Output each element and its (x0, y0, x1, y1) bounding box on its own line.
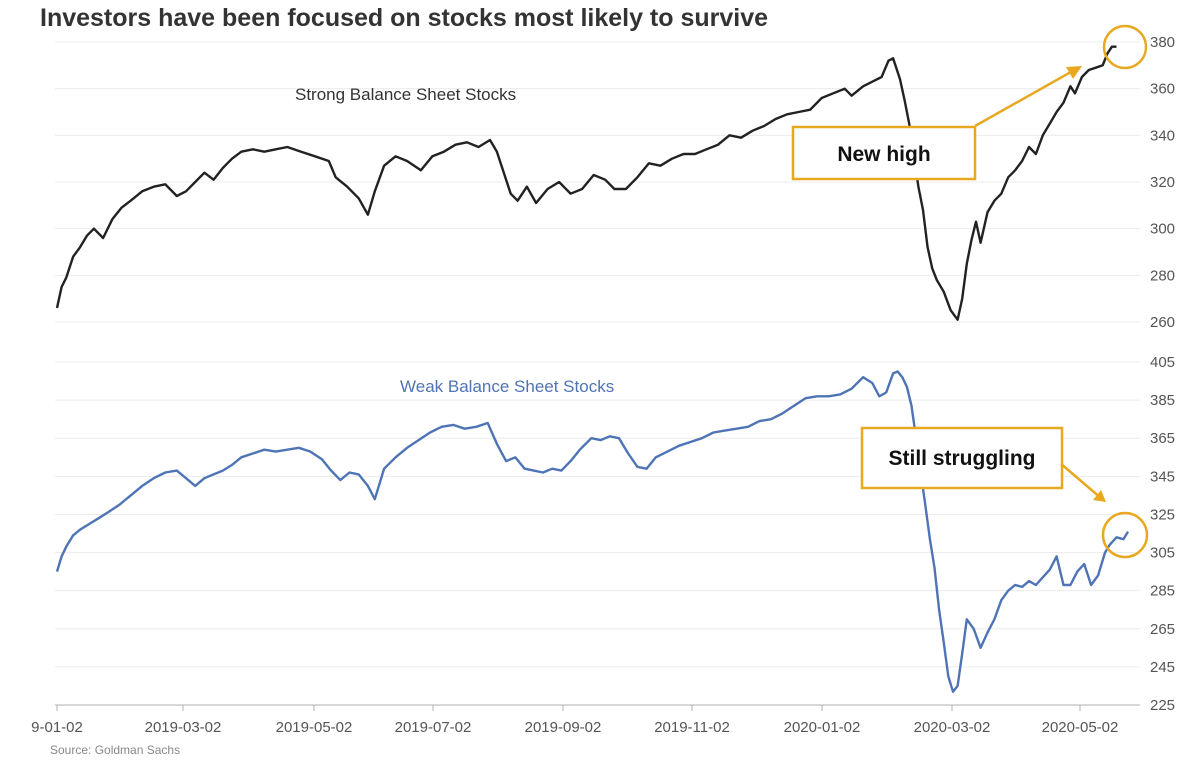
y-ticks-bottom: 225 245 265 285 305 325 345 365 385 405 (1150, 354, 1175, 714)
new-high-arrow (974, 66, 1079, 128)
y-tick-label: 365 (1150, 430, 1175, 447)
y-ticks-top: 260 280 300 320 340 360 380 (1150, 34, 1175, 331)
x-ticks: 9-01-02 2019-03-02 2019-05-02 2019-07-02 201… (31, 705, 1118, 736)
still-struggling-callout: Still struggling (860, 426, 1149, 559)
still-struggling-arrowhead (1093, 490, 1106, 502)
y-tick-label: 380 (1150, 34, 1175, 51)
new-high-arrowhead (1066, 66, 1082, 79)
new-high-circle (1102, 24, 1148, 70)
weak-series-label: Weak Balance Sheet Stocks (400, 377, 614, 396)
x-tick-label: 2019-03-02 (145, 719, 222, 736)
x-tick-label: 2019-05-02 (276, 719, 353, 736)
y-tick-label: 305 (1150, 545, 1175, 562)
strong-series-label: Strong Balance Sheet Stocks (295, 85, 516, 104)
x-tick-label: 9-01-02 (31, 719, 83, 736)
y-tick-label: 285 (1150, 583, 1175, 600)
new-high-callout: New high (791, 24, 1148, 181)
y-tick-label: 225 (1150, 697, 1175, 714)
grid-bottom (55, 361, 1140, 706)
y-tick-label: 325 (1150, 506, 1175, 523)
y-tick-label: 345 (1150, 468, 1175, 485)
x-tick-label: 2019-07-02 (395, 719, 472, 736)
still-struggling-circle (1101, 511, 1149, 559)
y-tick-label: 300 (1150, 221, 1175, 238)
x-tick-label: 2020-01-02 (784, 719, 861, 736)
y-tick-label: 320 (1150, 174, 1175, 191)
weak-series-line (55, 370, 1130, 693)
strong-series-line (55, 45, 1117, 321)
still-struggling-arrow (1059, 462, 1103, 500)
y-tick-label: 385 (1150, 392, 1175, 409)
still-struggling-box (860, 426, 1064, 490)
x-tick-label: 2020-05-02 (1042, 719, 1119, 736)
still-struggling-text: Still struggling (889, 447, 1036, 470)
y-tick-label: 260 (1150, 314, 1175, 331)
chart-title: Investors have been focused on stocks mo… (40, 4, 769, 32)
y-tick-label: 245 (1150, 659, 1175, 676)
y-tick-label: 340 (1150, 127, 1175, 144)
x-tick-label: 2020-03-02 (914, 719, 991, 736)
source-note: Source: Goldman Sachs (50, 743, 181, 757)
y-tick-label: 265 (1150, 621, 1175, 638)
x-tick-label: 2019-11-02 (654, 719, 730, 736)
x-tick-label: 2019-09-02 (525, 719, 602, 736)
y-tick-label: 405 (1150, 354, 1175, 371)
grid-top (55, 41, 1140, 323)
new-high-box (791, 125, 977, 181)
y-tick-label: 360 (1150, 81, 1175, 98)
y-tick-label: 280 (1150, 267, 1175, 284)
new-high-text: New high (837, 143, 930, 166)
